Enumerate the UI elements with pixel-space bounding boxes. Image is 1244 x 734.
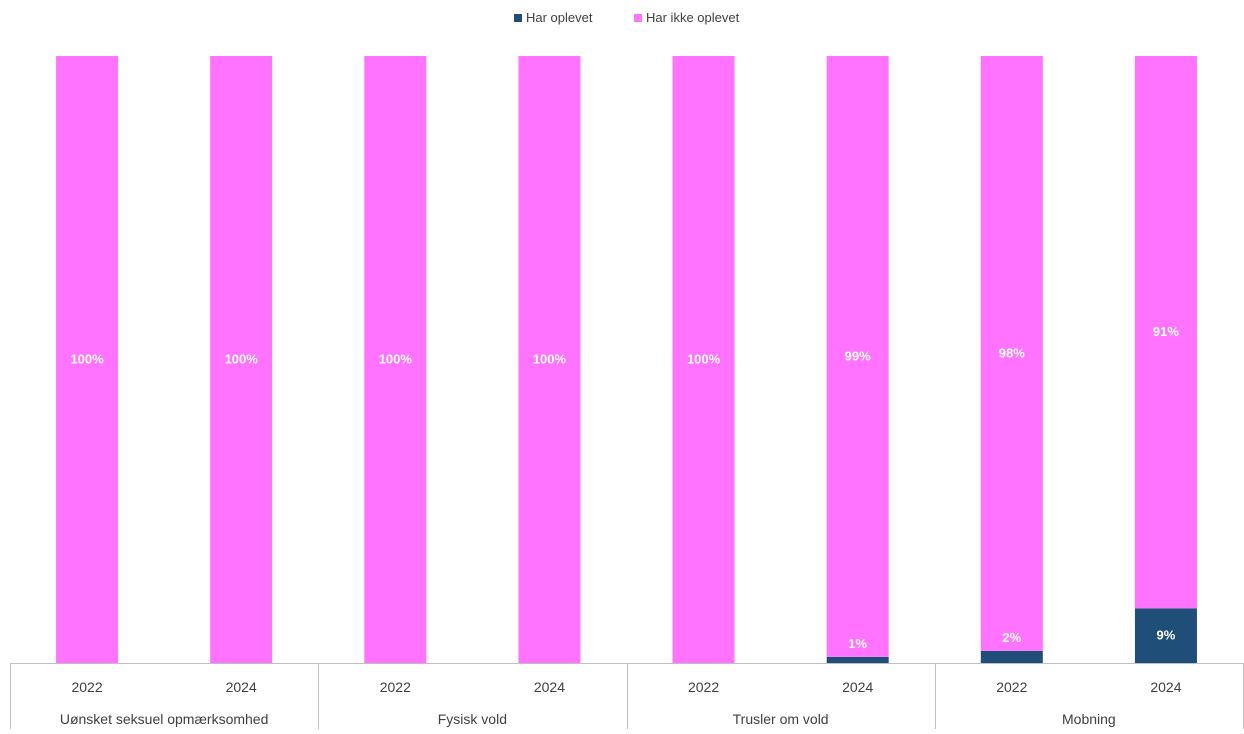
bar-group [56,56,1197,663]
data-label: 100% [533,352,567,367]
bar-segment [518,56,581,663]
data-label: 100% [379,352,413,367]
x-tick-label: 2024 [226,679,257,695]
legend-label: Har ikke oplevet [646,10,740,25]
x-tick-label: 2022 [996,679,1027,695]
bar-segment [210,56,273,663]
data-label: 1% [848,636,867,651]
bar-segment [364,56,427,663]
legend-label: Har oplevet [526,10,593,25]
group-label: Mobning [1062,711,1116,727]
data-label: 100% [687,352,721,367]
data-label: 2% [1002,630,1021,645]
bar-segment [980,650,1043,663]
bar-segment [56,56,119,663]
group-label: Uønsket seksuel opmærksomhed [60,711,269,727]
x-tick-label: 2022 [688,679,719,695]
bar-segment [672,56,735,663]
x-tick-label: 2022 [71,679,102,695]
group-label: Fysisk vold [438,711,507,727]
legend-swatch [514,14,522,22]
data-label: 100% [225,352,259,367]
data-label: 100% [70,352,104,367]
data-label: 91% [1153,324,1179,339]
bar-segment [1134,56,1197,609]
data-label: 99% [845,348,871,363]
x-tick-label: 2024 [842,679,873,695]
x-axis: 2022 2024 2022 2024 2022 2024 2022 2024 Uønsket … [10,663,1244,729]
data-label: 98% [999,345,1025,360]
x-tick-label: 2024 [534,679,565,695]
bar-segment [980,56,1043,651]
x-tick-label: 2024 [1150,679,1181,695]
bar-segment [1134,608,1197,663]
bar-segment [826,656,889,663]
bar-segment [826,56,889,657]
legend: Har oplevet Har ikke oplevet [514,10,740,25]
x-tick-label: 2022 [380,679,411,695]
legend-swatch [634,14,642,22]
group-label: Trusler om vold [733,711,829,727]
data-label: 9% [1157,628,1176,643]
data-labels: 100% 100% 100% 100% 100% 1% 99% 2% 98% 9% 91% [70,324,1179,651]
